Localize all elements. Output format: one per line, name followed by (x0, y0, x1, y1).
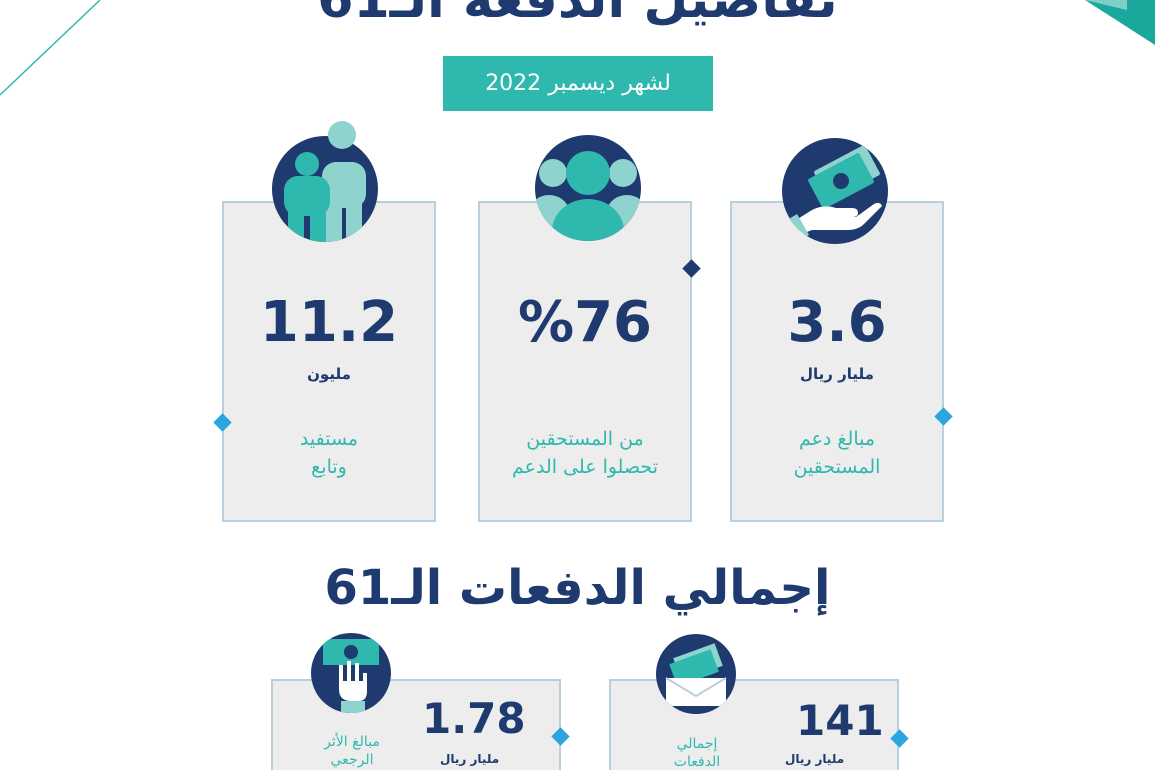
total-desc-line1: إجمالي (676, 736, 718, 752)
retro-value: 1.78 (422, 694, 526, 743)
stat-value: %76 (517, 290, 653, 355)
stat-desc-line2: تحصلوا على الدعم (512, 456, 658, 478)
stat-unit: مليار ريال (800, 365, 874, 383)
stat-value: 3.6 (787, 290, 887, 355)
person-group-icon (535, 135, 641, 241)
hand-money-icon (782, 138, 888, 244)
family-icon (272, 136, 378, 242)
retro-desc-line2: الرجعي (330, 752, 374, 768)
retro-unit: مليار ريال (440, 752, 500, 766)
total-desc-line2: الدفعات (673, 754, 721, 770)
stat-card-beneficiaries (222, 201, 436, 522)
summary-card-total (609, 679, 899, 770)
total-value: 141 (796, 696, 884, 745)
envelope-money-icon (656, 634, 736, 714)
family-head-icon (328, 121, 356, 149)
month-badge: لشهر ديسمبر 2022 (443, 56, 713, 111)
stat-desc-line1: مبالغ دعم (798, 428, 876, 450)
corner-decoration (1085, 0, 1155, 45)
stat-desc-line2: وتابع (311, 456, 347, 478)
stat-card-support-amount (730, 201, 944, 522)
stat-value: 11.2 (259, 290, 399, 355)
stat-unit: مليون (307, 365, 351, 383)
totals-title: إجمالي الدفعات الـ61 (324, 560, 831, 616)
total-unit: مليار ريال (785, 752, 845, 766)
stat-desc-line1: مستفيد (299, 428, 359, 450)
hand-bill-icon (311, 633, 391, 713)
page-title: تفاصيل الدفعة الـ61 (317, 0, 838, 30)
stat-desc-line2: المستحقين (793, 456, 881, 478)
stat-desc-line1: من المستحقين (526, 428, 644, 450)
retro-desc-line1: مبالغ الأثر (324, 734, 380, 750)
decorative-line (0, 0, 101, 96)
